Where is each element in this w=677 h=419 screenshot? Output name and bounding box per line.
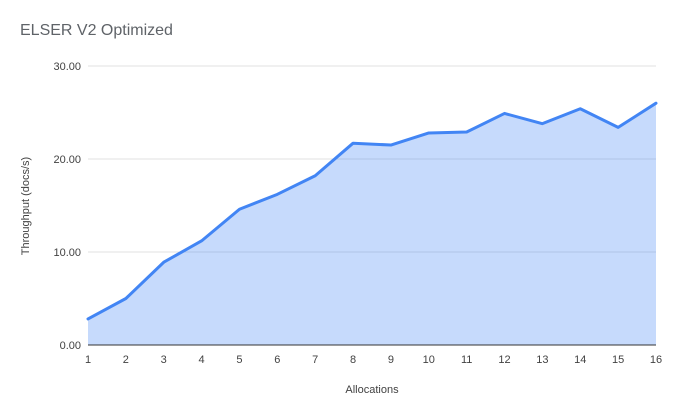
x-tick-label: 4 bbox=[199, 354, 205, 366]
x-tick-label: 2 bbox=[123, 354, 129, 366]
chart-title: ELSER V2 Optimized bbox=[20, 22, 173, 39]
x-tick-label: 7 bbox=[312, 354, 318, 366]
y-tick-label: 0.00 bbox=[60, 340, 81, 352]
y-tick-label: 10.00 bbox=[53, 247, 81, 259]
series-area-fill bbox=[88, 103, 656, 345]
y-tick-label: 20.00 bbox=[53, 154, 81, 166]
x-tick-label: 11 bbox=[461, 354, 472, 366]
x-tick-label: 15 bbox=[612, 354, 624, 366]
x-tick-label: 16 bbox=[650, 354, 662, 366]
x-tick-label: 10 bbox=[423, 354, 435, 366]
x-tick-label: 5 bbox=[236, 354, 242, 366]
x-axis-title: Allocations bbox=[345, 384, 399, 396]
x-tick-label: 12 bbox=[498, 354, 510, 366]
x-tick-label: 13 bbox=[536, 354, 548, 366]
x-tick-label: 8 bbox=[350, 354, 356, 366]
y-tick-label: 30.00 bbox=[53, 61, 81, 73]
x-tick-label: 14 bbox=[574, 354, 586, 366]
x-tick-label: 6 bbox=[274, 354, 280, 366]
x-tick-label: 3 bbox=[161, 354, 167, 366]
series-line bbox=[86, 101, 658, 321]
x-tick-label: 9 bbox=[388, 354, 394, 366]
x-tick-label: 1 bbox=[85, 354, 91, 366]
